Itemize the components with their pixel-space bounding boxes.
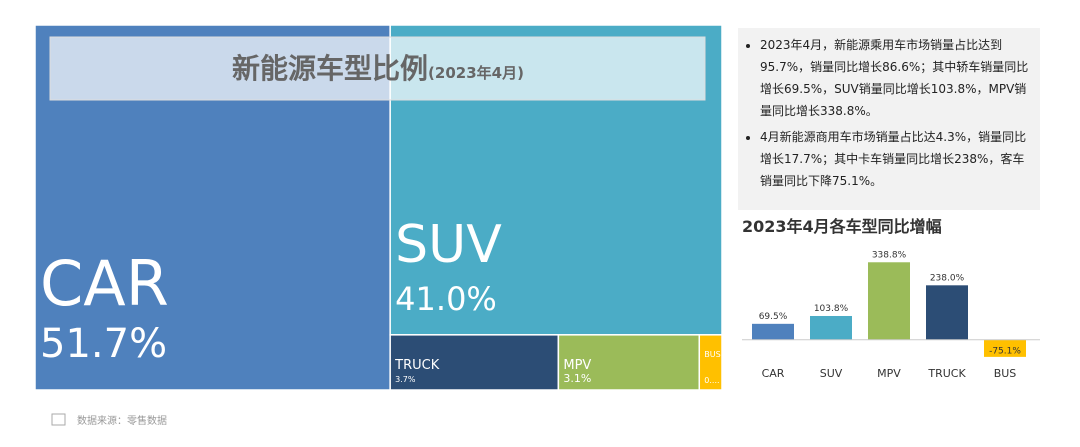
data-label: 338.8% [872,250,907,260]
x-tick-label: CAR [762,367,785,380]
source-icon [51,413,66,426]
cell-label: BUS [704,350,720,359]
note: 4月新能源商用车市场销量占比达4.3%，销量同比增长17.7%；其中卡车销量同比… [760,126,1034,192]
chart-title: 新能源车型比例(2023年4月) [232,52,524,85]
chart-title: 2023年4月各车型同比增幅 [742,217,942,236]
x-tick-label: TRUCK [927,367,966,380]
x-tick-label: BUS [994,367,1017,380]
x-tick-label: MPV [877,367,901,380]
note: 2023年4月，新能源乘用车市场销量占比达到95.7%，销量同比增长86.6%；… [760,34,1034,122]
treemap-cell [389,334,560,391]
notes-box: 2023年4月，新能源乘用车市场销量占比达到95.7%，销量同比增长86.6%；… [738,28,1040,210]
cell-value-label: 0.... [704,376,719,385]
cell-value-label: 3.1% [563,372,591,385]
bar [926,285,968,340]
bar [868,262,910,340]
source-text: 数据来源：零售数据 [77,414,167,427]
data-label: 238.0% [930,273,965,283]
source: 数据来源：零售数据 [51,413,167,427]
title-main: 新能源车型比例 [232,52,428,85]
title-banner [49,36,706,101]
bar [752,323,794,340]
data-label: 103.8% [814,304,849,314]
cell-value-label: 51.7% [40,321,167,367]
data-label: -75.1% [989,347,1021,357]
cell-label: MPV [563,358,591,373]
cell-label: SUV [395,215,502,275]
cell-value-label: 41.0% [395,280,497,318]
treemap-cell [698,334,723,391]
bar [984,339,1026,357]
cell-label: CAR [40,247,169,320]
bar [810,315,852,340]
cell-label: TRUCK [394,358,440,373]
data-label: 69.5% [759,312,788,322]
cell-value-label: 3.7% [395,375,416,384]
title-sub: (2023年4月) [428,64,524,82]
x-tick-label: SUV [820,367,843,380]
